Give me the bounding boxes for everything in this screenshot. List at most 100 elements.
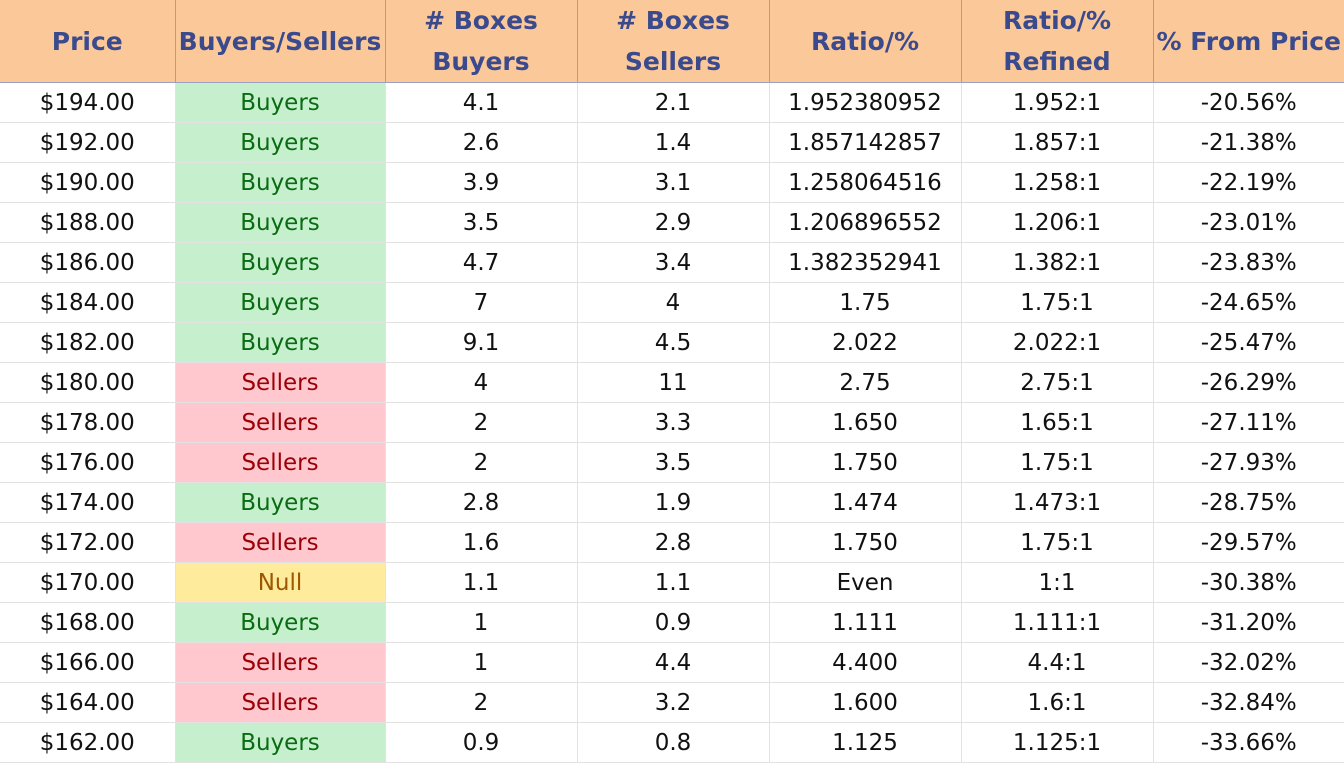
ratio-refined-cell: 1.258:1 bbox=[961, 162, 1154, 203]
ratio-cell: 1.474 bbox=[769, 482, 962, 523]
ratio-refined-cell: 1.857:1 bbox=[961, 122, 1154, 163]
boxes-buyers-cell: 2 bbox=[385, 682, 578, 723]
header-label-line: Refined bbox=[1003, 47, 1111, 76]
boxes-buyers-cell: 2 bbox=[385, 402, 578, 443]
boxes-buyers-cell: 3.5 bbox=[385, 202, 578, 243]
table-row: $164.00 Sellers 2 3.2 1.600 1.6:1 -32.84% bbox=[0, 682, 1344, 723]
price-cell: $178.00 bbox=[0, 402, 176, 443]
boxes-buyers-cell: 0.9 bbox=[385, 722, 578, 763]
side-cell: Sellers bbox=[175, 402, 386, 443]
boxes-buyers-cell: 2 bbox=[385, 442, 578, 483]
ratio-cell: 1.750 bbox=[769, 442, 962, 483]
pct-from-price-cell: -23.01% bbox=[1153, 202, 1344, 243]
header-label-line: Ratio/% bbox=[1003, 6, 1111, 35]
ratio-refined-cell: 1.65:1 bbox=[961, 402, 1154, 443]
header-label-line: # Boxes bbox=[424, 6, 538, 35]
pct-from-price-cell: -23.83% bbox=[1153, 242, 1344, 283]
side-cell: Sellers bbox=[175, 522, 386, 563]
ratio-cell: 1.111 bbox=[769, 602, 962, 643]
table-row: $186.00 Buyers 4.7 3.4 1.382352941 1.382:1 -23… bbox=[0, 242, 1344, 283]
ratio-cell: 1.382352941 bbox=[769, 242, 962, 283]
price-cell: $166.00 bbox=[0, 642, 176, 683]
price-cell: $170.00 bbox=[0, 562, 176, 603]
boxes-sellers-cell: 1.4 bbox=[577, 122, 770, 163]
pct-from-price-cell: -31.20% bbox=[1153, 602, 1344, 643]
boxes-buyers-cell: 9.1 bbox=[385, 322, 578, 363]
boxes-sellers-cell: 3.5 bbox=[577, 442, 770, 483]
header-buyers-sellers: Buyers/Sellers bbox=[175, 0, 386, 83]
header-price: Price bbox=[0, 0, 176, 83]
table-row: $188.00 Buyers 3.5 2.9 1.206896552 1.206:1 -23… bbox=[0, 202, 1344, 243]
table-row: $182.00 Buyers 9.1 4.5 2.022 2.022:1 -25.47% bbox=[0, 322, 1344, 363]
table-row: $168.00 Buyers 1 0.9 1.111 1.111:1 -31.20% bbox=[0, 602, 1344, 643]
boxes-sellers-cell: 4.5 bbox=[577, 322, 770, 363]
header-boxes-sellers: # Boxes Sellers bbox=[577, 0, 770, 83]
ratio-cell: 2.75 bbox=[769, 362, 962, 403]
header-label-line: % From Price bbox=[1156, 26, 1342, 56]
boxes-sellers-cell: 2.1 bbox=[577, 82, 770, 123]
side-cell: Sellers bbox=[175, 362, 386, 403]
side-cell: Buyers bbox=[175, 282, 386, 323]
header-label-line: Buyers bbox=[432, 47, 530, 76]
price-cell: $180.00 bbox=[0, 362, 176, 403]
ratio-refined-cell: 1.75:1 bbox=[961, 522, 1154, 563]
header-label-line: Ratio/% bbox=[811, 26, 919, 56]
ratio-cell: 1.650 bbox=[769, 402, 962, 443]
price-cell: $190.00 bbox=[0, 162, 176, 203]
boxes-buyers-cell: 3.9 bbox=[385, 162, 578, 203]
ratio-refined-cell: 1.111:1 bbox=[961, 602, 1154, 643]
price-cell: $176.00 bbox=[0, 442, 176, 483]
boxes-buyers-cell: 2.8 bbox=[385, 482, 578, 523]
boxes-sellers-cell: 2.8 bbox=[577, 522, 770, 563]
pct-from-price-cell: -22.19% bbox=[1153, 162, 1344, 203]
table-header: Price Buyers/Sellers # Boxes Buyers # Boxes S… bbox=[0, 0, 1344, 83]
boxes-sellers-cell: 0.8 bbox=[577, 722, 770, 763]
ratio-refined-cell: 2.75:1 bbox=[961, 362, 1154, 403]
ratio-refined-cell: 1.473:1 bbox=[961, 482, 1154, 523]
price-cell: $164.00 bbox=[0, 682, 176, 723]
price-cell: $174.00 bbox=[0, 482, 176, 523]
price-cell: $192.00 bbox=[0, 122, 176, 163]
pct-from-price-cell: -32.84% bbox=[1153, 682, 1344, 723]
side-cell: Buyers bbox=[175, 482, 386, 523]
ratio-cell: 1.206896552 bbox=[769, 202, 962, 243]
boxes-sellers-cell: 3.3 bbox=[577, 402, 770, 443]
boxes-buyers-cell: 4.1 bbox=[385, 82, 578, 123]
pct-from-price-cell: -27.11% bbox=[1153, 402, 1344, 443]
boxes-buyers-cell: 2.6 bbox=[385, 122, 578, 163]
side-cell: Buyers bbox=[175, 82, 386, 123]
pct-from-price-cell: -28.75% bbox=[1153, 482, 1344, 523]
side-cell: Buyers bbox=[175, 242, 386, 283]
table-row: $194.00 Buyers 4.1 2.1 1.952380952 1.952:1 -20… bbox=[0, 82, 1344, 123]
boxes-sellers-cell: 4.4 bbox=[577, 642, 770, 683]
price-cell: $194.00 bbox=[0, 82, 176, 123]
ratio-refined-cell: 1.125:1 bbox=[961, 722, 1154, 763]
price-cell: $172.00 bbox=[0, 522, 176, 563]
side-cell: Sellers bbox=[175, 442, 386, 483]
boxes-buyers-cell: 4.7 bbox=[385, 242, 578, 283]
boxes-sellers-cell: 2.9 bbox=[577, 202, 770, 243]
table-row: $176.00 Sellers 2 3.5 1.750 1.75:1 -27.93% bbox=[0, 442, 1344, 483]
pct-from-price-cell: -32.02% bbox=[1153, 642, 1344, 683]
header-pct-from-price: % From Price bbox=[1153, 0, 1344, 83]
side-cell: Buyers bbox=[175, 602, 386, 643]
price-cell: $162.00 bbox=[0, 722, 176, 763]
boxes-buyers-cell: 4 bbox=[385, 362, 578, 403]
pct-from-price-cell: -21.38% bbox=[1153, 122, 1344, 163]
table-row: $170.00 Null 1.1 1.1 Even 1:1 -30.38% bbox=[0, 562, 1344, 603]
ratio-refined-cell: 1.382:1 bbox=[961, 242, 1154, 283]
side-cell: Null bbox=[175, 562, 386, 603]
pct-from-price-cell: -33.66% bbox=[1153, 722, 1344, 763]
boxes-sellers-cell: 3.2 bbox=[577, 682, 770, 723]
price-cell: $168.00 bbox=[0, 602, 176, 643]
header-label-line: Sellers bbox=[624, 47, 722, 76]
ratio-cell: 2.022 bbox=[769, 322, 962, 363]
table-row: $190.00 Buyers 3.9 3.1 1.258064516 1.258:1 -22… bbox=[0, 162, 1344, 203]
table-row: $166.00 Sellers 1 4.4 4.400 4.4:1 -32.02% bbox=[0, 642, 1344, 683]
side-cell: Sellers bbox=[175, 642, 386, 683]
ratio-cell: 1.125 bbox=[769, 722, 962, 763]
price-cell: $184.00 bbox=[0, 282, 176, 323]
ratio-refined-cell: 2.022:1 bbox=[961, 322, 1154, 363]
boxes-sellers-cell: 11 bbox=[577, 362, 770, 403]
header-boxes-buyers: # Boxes Buyers bbox=[385, 0, 578, 83]
